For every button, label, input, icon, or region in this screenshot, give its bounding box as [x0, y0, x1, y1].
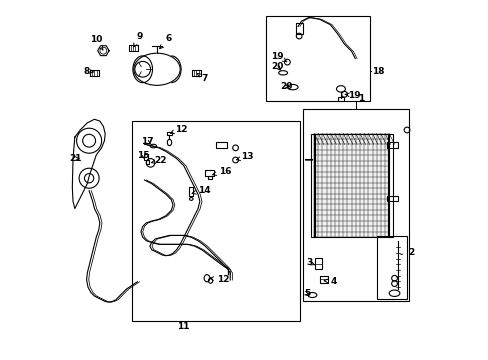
Text: 14: 14 [192, 185, 210, 194]
Bar [295, 23, 302, 33]
Text: 20: 20 [271, 62, 283, 71]
Bar [166, 132, 172, 135]
Bar [386, 196, 397, 202]
Bar [303, 109, 408, 301]
Text: 18: 18 [371, 67, 384, 76]
Bar [189, 187, 193, 196]
Text: 6: 6 [160, 35, 172, 49]
Bar [146, 160, 149, 164]
Text: 9: 9 [133, 32, 142, 47]
Text: 3: 3 [305, 258, 314, 267]
Bar [143, 154, 148, 160]
Text: 8: 8 [83, 67, 93, 76]
Bar [205, 170, 214, 176]
Bar [310, 134, 314, 237]
Bar [265, 16, 369, 102]
Bar [313, 134, 388, 237]
Bar [315, 258, 321, 269]
Text: 1: 1 [357, 94, 364, 103]
Text: 11: 11 [177, 322, 190, 331]
Bar [191, 70, 201, 76]
Text: 2: 2 [400, 248, 413, 257]
Text: 19: 19 [271, 51, 286, 62]
Text: 10: 10 [90, 36, 102, 50]
Bar [386, 143, 397, 148]
Text: 15: 15 [137, 151, 149, 160]
Text: 12: 12 [209, 275, 229, 284]
Text: 4: 4 [324, 276, 336, 285]
Bar [376, 236, 406, 298]
Bar [319, 276, 328, 283]
Text: 17: 17 [141, 137, 153, 146]
Bar [216, 142, 226, 148]
Bar [128, 45, 137, 51]
Bar [207, 176, 212, 179]
Text: 21: 21 [69, 154, 82, 163]
Text: 12: 12 [170, 125, 187, 134]
Bar [132, 121, 299, 321]
Text: 7: 7 [196, 73, 207, 84]
Text: 13: 13 [236, 152, 253, 161]
Bar [90, 70, 99, 76]
Text: 5: 5 [303, 289, 309, 298]
Text: 19: 19 [345, 91, 360, 100]
Text: 16: 16 [212, 167, 231, 176]
Text: 22: 22 [151, 156, 166, 165]
Text: 20: 20 [280, 82, 292, 91]
Bar [337, 97, 343, 101]
Bar [387, 134, 392, 237]
